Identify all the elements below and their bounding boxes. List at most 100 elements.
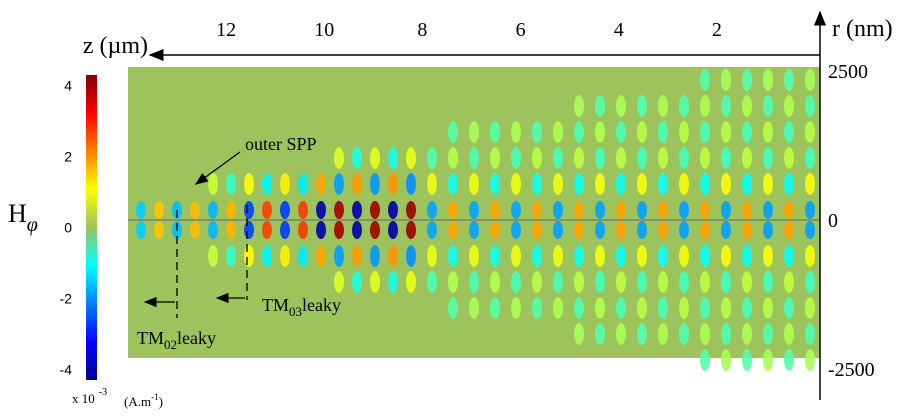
- field-lobe: [136, 201, 146, 219]
- field-lobe: [616, 121, 626, 143]
- field-lobe: [658, 95, 668, 117]
- field-lobe: [370, 147, 380, 169]
- field-lobe: [532, 245, 542, 267]
- field-lobe: [553, 201, 563, 219]
- field-lobe: [595, 297, 605, 319]
- field-lobe: [679, 121, 689, 143]
- field-lobe: [406, 271, 416, 293]
- field-lobe: [679, 173, 689, 195]
- field-lobe: [700, 323, 710, 345]
- field-lobe: [448, 297, 458, 319]
- field-lobe: [595, 271, 605, 293]
- x-tick-label: 8: [417, 19, 427, 41]
- field-lobe: [742, 297, 752, 319]
- field-lobe: [448, 271, 458, 293]
- field-lobe: [637, 245, 647, 267]
- field-lobe: [616, 271, 626, 293]
- field-lobe: [784, 69, 794, 91]
- x-tick-label: 4: [614, 19, 624, 41]
- field-lobe: [469, 271, 479, 293]
- field-lobe: [511, 221, 521, 239]
- field-lobe: [469, 147, 479, 169]
- field-lobe: [721, 173, 731, 195]
- field-lobe: [679, 271, 689, 293]
- field-lobe: [637, 173, 647, 195]
- field-lobe: [490, 221, 500, 239]
- field-lobe: [763, 297, 773, 319]
- field-lobe: [226, 245, 236, 267]
- field-lobe: [574, 271, 584, 293]
- colorbar: 4 2 0 -2 -4 Hφ x 10 -3 (A.m-1): [8, 75, 163, 409]
- field-lobe: [595, 245, 605, 267]
- field-lobe: [805, 147, 815, 169]
- field-lobe: [700, 121, 710, 143]
- field-lobe: [700, 221, 710, 239]
- field-lobe: [136, 221, 146, 239]
- field-lobe: [574, 221, 584, 239]
- field-lobe: [700, 69, 710, 91]
- field-lobe: [469, 173, 479, 195]
- field-lobe: [388, 173, 398, 195]
- annotation: TM03leaky: [262, 295, 341, 319]
- field-lobe: [208, 201, 218, 219]
- field-lobe: [784, 349, 794, 371]
- field-lobe: [226, 173, 236, 195]
- field-lobe: [208, 245, 218, 267]
- field-lobe: [154, 201, 164, 219]
- field-lobe: [721, 271, 731, 293]
- field-lobe: [658, 121, 668, 143]
- field-lobe: [679, 297, 689, 319]
- annotation: TM02leaky: [137, 328, 216, 352]
- field-lobe: [262, 201, 272, 219]
- field-lobe: [370, 221, 380, 239]
- colorbar-unit-exp: -1: [151, 392, 159, 402]
- field-lobe: [406, 221, 416, 239]
- field-lobe: [316, 245, 326, 267]
- field-lobe: [190, 201, 200, 219]
- field-lobe: [784, 147, 794, 169]
- field-lobe: [469, 221, 479, 239]
- axes: z (µm) 12 10 8 6 4 2 r (nm) 2500 0 -2500: [83, 10, 893, 400]
- field-lobe: [532, 201, 542, 219]
- field-lobe: [388, 147, 398, 169]
- field-lobe: [700, 95, 710, 117]
- field-lobe: [700, 297, 710, 319]
- field-lobe: [637, 121, 647, 143]
- x-tick-label: 6: [516, 19, 526, 41]
- field-lobe: [658, 147, 668, 169]
- colorbar-gradient: [86, 75, 97, 380]
- x-tick-label: 10: [314, 19, 334, 41]
- field-lobe: [700, 173, 710, 195]
- field-lobe: [637, 95, 647, 117]
- field-lobe: [742, 147, 752, 169]
- field-lobe: [763, 349, 773, 371]
- field-lobe: [511, 271, 521, 293]
- field-lobe: [784, 245, 794, 267]
- field-lobe: [469, 245, 479, 267]
- field-lobe: [370, 271, 380, 293]
- field-lobe: [532, 271, 542, 293]
- field-lobe: [574, 173, 584, 195]
- field-lobe: [388, 245, 398, 267]
- field-lobe: [721, 95, 731, 117]
- field-lobe: [280, 173, 290, 195]
- annotation-sub: 02: [164, 337, 177, 352]
- field-lobe: [532, 173, 542, 195]
- annotation-suffix: leaky: [177, 328, 216, 348]
- field-lobe: [721, 349, 731, 371]
- field-lobe: [298, 173, 308, 195]
- field-lobe: [262, 173, 272, 195]
- field-lobe: [298, 201, 308, 219]
- field-lobe: [658, 323, 668, 345]
- field-lobe: [448, 147, 458, 169]
- field-lobe: [427, 221, 437, 239]
- field-lobe: [574, 323, 584, 345]
- field-lobe: [532, 221, 542, 239]
- field-lobe: [427, 147, 437, 169]
- field-lobe: [658, 297, 668, 319]
- colorbar-unit-base: (A.m: [124, 394, 151, 409]
- field-lobe: [448, 121, 458, 143]
- field-lobe: [742, 173, 752, 195]
